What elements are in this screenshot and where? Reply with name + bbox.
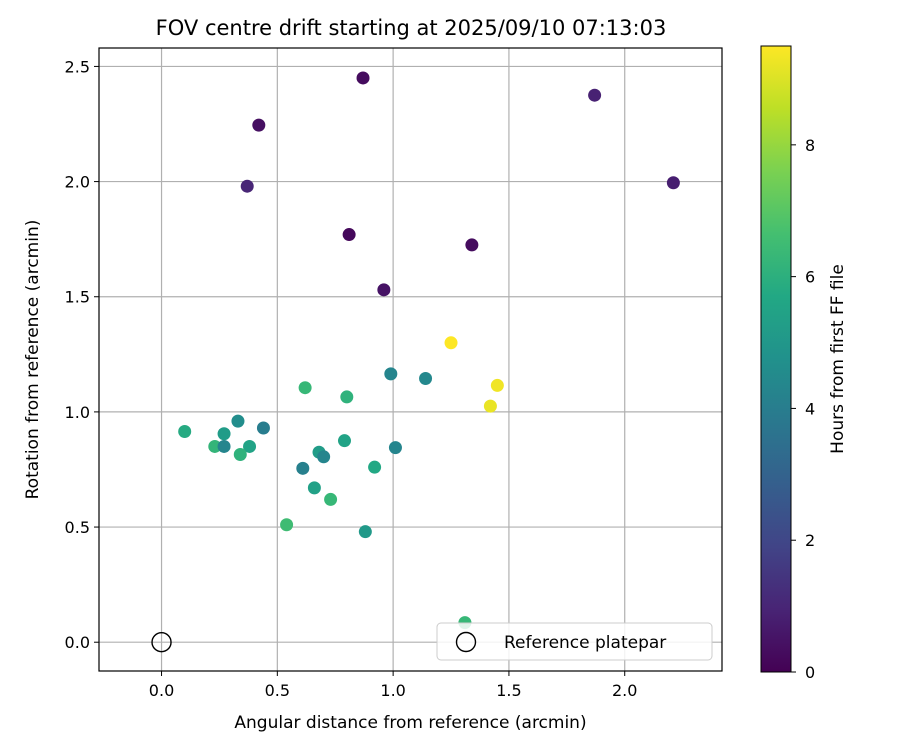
data-point bbox=[178, 424, 192, 438]
colorbar-label: Hours from first FF file bbox=[828, 264, 848, 454]
legend: Reference platepar bbox=[436, 622, 713, 661]
reference-platepar-marker bbox=[151, 632, 172, 653]
data-point bbox=[296, 461, 310, 475]
data-point bbox=[217, 439, 231, 453]
x-tick-label: 1.0 bbox=[380, 681, 405, 700]
legend-marker-icon bbox=[455, 631, 477, 653]
colorbar-ticks: 0 2 4 6 8 bbox=[791, 136, 815, 682]
data-point bbox=[465, 238, 479, 252]
data-point bbox=[231, 414, 245, 428]
y-tick-label: 0.0 bbox=[65, 633, 90, 652]
data-point bbox=[280, 518, 294, 532]
data-point bbox=[384, 367, 398, 381]
data-point bbox=[298, 381, 312, 395]
data-point bbox=[240, 179, 254, 193]
y-tick-label: 0.5 bbox=[65, 518, 90, 537]
data-point bbox=[208, 439, 222, 453]
grid-lines bbox=[99, 48, 722, 671]
y-ticks: 0.0 0.5 1.0 1.5 2.0 2.5 bbox=[65, 57, 99, 652]
data-point bbox=[337, 434, 351, 448]
colorbar: 0 2 4 6 8 Hours from first FF file bbox=[760, 45, 848, 682]
data-point bbox=[358, 525, 372, 539]
legend-label: Reference platepar bbox=[504, 633, 666, 653]
x-axis-label: Angular distance from reference (arcmin) bbox=[234, 713, 586, 733]
x-tick-label: 0.5 bbox=[265, 681, 290, 700]
chart-title: FOV centre drift starting at 2025/09/10 … bbox=[156, 16, 667, 40]
colorbar-tick-label: 2 bbox=[805, 531, 815, 550]
x-ticks: 0.0 0.5 1.0 1.5 2.0 bbox=[149, 671, 637, 700]
data-point bbox=[588, 88, 602, 102]
data-point bbox=[444, 336, 458, 350]
data-point bbox=[356, 71, 370, 85]
y-axis-label: Rotation from reference (arcmin) bbox=[23, 220, 43, 500]
data-point bbox=[340, 390, 354, 404]
plot-frame bbox=[98, 47, 723, 672]
x-tick-label: 1.5 bbox=[496, 681, 521, 700]
y-tick-label: 2.5 bbox=[65, 57, 90, 76]
data-point bbox=[368, 460, 382, 474]
data-point bbox=[233, 448, 247, 462]
legend-box bbox=[436, 622, 713, 661]
x-tick-label: 0.0 bbox=[149, 681, 174, 700]
y-tick-label: 1.5 bbox=[65, 288, 90, 307]
data-point bbox=[666, 176, 680, 190]
data-point bbox=[419, 372, 433, 386]
data-point bbox=[317, 450, 331, 464]
data-point bbox=[256, 421, 270, 435]
data-point bbox=[252, 118, 266, 132]
data-point bbox=[388, 441, 402, 455]
y-tick-label: 2.0 bbox=[65, 173, 90, 192]
data-point bbox=[243, 439, 257, 453]
x-tick-label: 2.0 bbox=[612, 681, 637, 700]
data-point bbox=[324, 492, 338, 506]
points-layer bbox=[178, 71, 680, 630]
colorbar-tick-label: 4 bbox=[805, 399, 815, 418]
data-point bbox=[483, 399, 497, 413]
y-tick-label: 1.0 bbox=[65, 403, 90, 422]
colorbar-tick-label: 6 bbox=[805, 268, 815, 287]
colorbar-tick-label: 0 bbox=[805, 663, 815, 682]
data-point bbox=[307, 481, 321, 495]
colorbar-gradient bbox=[760, 45, 792, 673]
data-point bbox=[217, 427, 231, 441]
colorbar-tick-label: 8 bbox=[805, 136, 815, 155]
data-point bbox=[342, 228, 356, 242]
data-point bbox=[377, 283, 391, 297]
data-point bbox=[490, 378, 504, 392]
